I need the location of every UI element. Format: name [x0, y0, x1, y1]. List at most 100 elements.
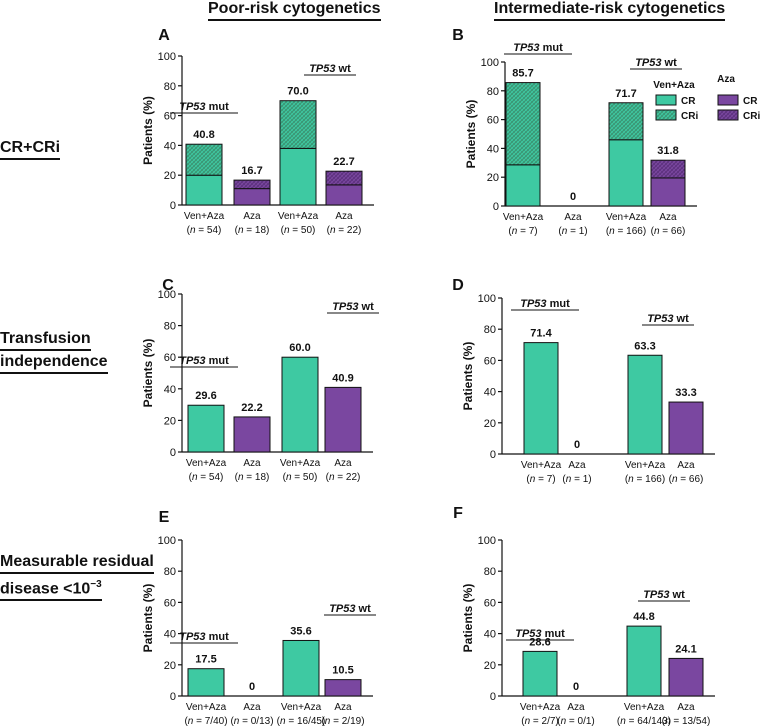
data-label: 33.3: [675, 387, 696, 399]
n-label-part: (: [606, 226, 610, 237]
y-tick-label: 100: [158, 289, 176, 301]
bar: [282, 639, 320, 697]
bar-segment-cri: [325, 170, 363, 186]
n-label: (n = 166): [625, 474, 665, 485]
data-label: 31.8: [657, 145, 678, 157]
n-label-rest: = 50): [292, 472, 318, 483]
legend-label-ven-cr: CR: [681, 96, 696, 107]
n-label-part: (: [235, 472, 239, 483]
group-label-mut: TP53 mut: [179, 355, 229, 367]
n-label-n: n: [238, 225, 244, 236]
n-label: (n = 50): [281, 225, 316, 236]
n-label-n: n: [525, 716, 531, 727]
x-tick-label: Ven+Aza: [625, 460, 666, 471]
x-tick-label: Ven+Aza: [520, 702, 561, 713]
group-label-suffix: mut: [206, 631, 230, 643]
n-label-part: (: [189, 472, 193, 483]
x-tick-label: Aza: [567, 702, 585, 713]
x-tick-label: Ven+Aza: [281, 702, 322, 713]
n-label-part: (: [230, 716, 234, 727]
x-tick-label: Ven+Aza: [521, 460, 562, 471]
n-label-n: n: [190, 225, 196, 236]
n-label-part: (: [617, 716, 621, 727]
group-label-wt: TP53 wt: [635, 57, 677, 69]
group-label-gene: TP53: [332, 301, 358, 313]
bar: [233, 416, 271, 453]
n-label-rest: = 64/143): [626, 716, 671, 727]
n-label: (n = 18): [235, 472, 270, 483]
n-label-rest: = 7): [535, 474, 555, 485]
n-label-rest: = 50): [290, 225, 316, 236]
data-label: 24.1: [675, 643, 696, 655]
x-tick-label: Ven+Aza: [184, 211, 225, 222]
n-label-part: (: [277, 716, 281, 727]
data-label: 40.8: [193, 129, 214, 141]
group-label-gene: TP53: [179, 101, 205, 113]
group-label-mut: TP53 mut: [513, 42, 563, 54]
x-tick-label: Ven+Aza: [280, 458, 321, 469]
bar: [281, 356, 319, 453]
n-label-part: (: [283, 472, 287, 483]
group-label-gene: TP53: [179, 355, 205, 367]
x-tick-label: Aza: [568, 460, 586, 471]
bar: [324, 679, 362, 697]
group-label-suffix: wt: [670, 589, 686, 601]
group-label-mut: TP53 mut: [520, 298, 570, 310]
n-label-rest: = 22): [336, 225, 362, 236]
panel-letter-b: B: [452, 27, 464, 44]
data-label: 16.7: [241, 165, 262, 177]
data-label: 71.7: [615, 88, 636, 100]
n-label: (n = 0/13): [230, 716, 273, 727]
n-label-rest: = 0/1): [566, 716, 595, 727]
n-label-n: n: [330, 225, 336, 236]
bar: [668, 401, 704, 455]
n-label-rest: = 2/19): [330, 716, 364, 727]
x-tick-label: Aza: [243, 211, 261, 222]
n-label-rest: = 1): [571, 474, 591, 485]
y-tick-label: 60: [484, 597, 496, 609]
n-label-part: (: [625, 474, 629, 485]
group-label-suffix: mut: [547, 298, 571, 310]
n-label: (n = 66): [651, 226, 686, 237]
bar-segment-cr: [185, 174, 223, 206]
data-label: 40.9: [332, 372, 353, 384]
n-label: (n = 22): [327, 225, 362, 236]
n-label-n: n: [280, 716, 286, 727]
n-label-n: n: [620, 716, 626, 727]
y-tick-label: 20: [164, 415, 176, 427]
x-tick-label: Aza: [334, 458, 352, 469]
data-label: 0: [573, 681, 579, 693]
n-label-n: n: [286, 472, 292, 483]
n-label-part: (: [521, 716, 525, 727]
legend-title-ven: Ven+Aza: [653, 80, 695, 91]
panel-letter-d: D: [452, 277, 464, 294]
n-label-part: (: [326, 472, 330, 483]
n-label-n: n: [325, 716, 331, 727]
n-label-part: (: [557, 716, 561, 727]
legend-label-aza-cr: CR: [743, 96, 758, 107]
n-label: (n = 2/7): [521, 716, 559, 727]
n-label-rest: = 7): [517, 226, 537, 237]
x-tick-label: Aza: [677, 702, 695, 713]
group-label-gene: TP53: [515, 628, 541, 640]
x-tick-label: Aza: [243, 702, 261, 713]
n-label-n: n: [238, 472, 244, 483]
data-label: 22.7: [333, 156, 354, 168]
group-label-suffix: mut: [206, 355, 230, 367]
n-label-part: (: [327, 225, 331, 236]
y-tick-label: 100: [478, 535, 496, 547]
bar-segment-cri: [279, 100, 317, 149]
n-label-rest: = 166): [615, 226, 646, 237]
group-label-suffix: wt: [336, 63, 352, 75]
x-tick-label: Ven+Aza: [624, 702, 665, 713]
legend-title-aza: Aza: [717, 74, 735, 85]
bar: [627, 354, 663, 455]
data-label: 63.3: [634, 340, 655, 352]
y-tick-label: 40: [487, 143, 499, 155]
group-label-gene: TP53: [309, 63, 335, 75]
group-label-gene: TP53: [329, 603, 355, 615]
n-label-part: (: [187, 225, 191, 236]
n-label: (n = 7): [526, 474, 555, 485]
